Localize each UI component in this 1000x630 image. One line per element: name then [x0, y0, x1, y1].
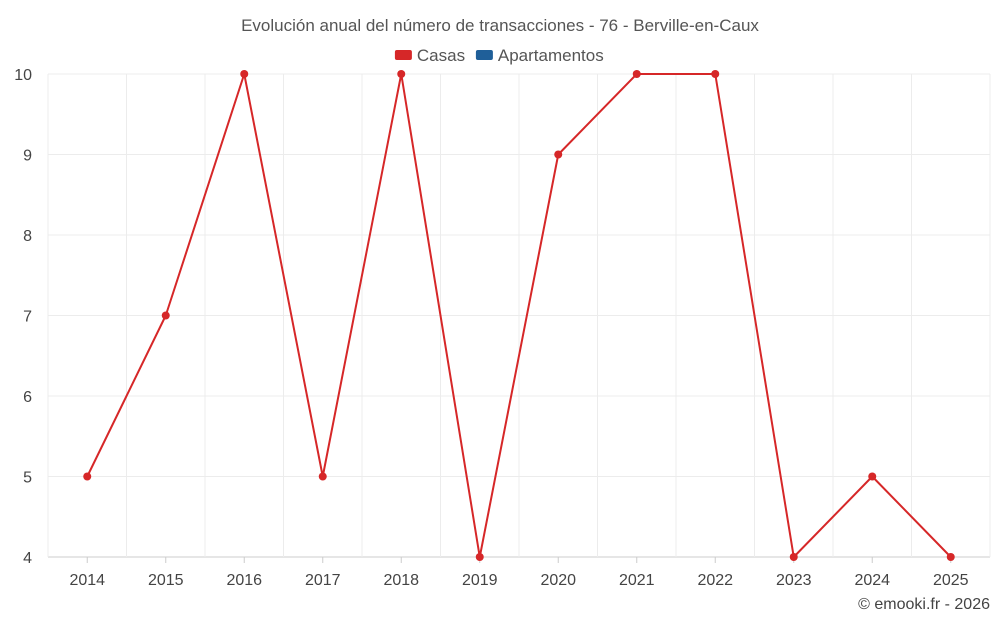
legend-item-apartamentos[interactable]: Apartamentos: [475, 46, 604, 65]
data-point[interactable]: [318, 472, 327, 481]
x-tick-label: 2014: [69, 572, 105, 589]
data-point[interactable]: [161, 311, 170, 320]
legend[interactable]: Casas Apartamentos: [394, 46, 604, 65]
x-tick-label: 2015: [148, 572, 184, 589]
x-tick-label: 2019: [462, 572, 498, 589]
y-tick-label: 4: [23, 550, 32, 567]
data-point[interactable]: [475, 553, 484, 561]
x-tick-label: 2023: [776, 572, 812, 589]
data-point[interactable]: [240, 70, 249, 78]
data-point[interactable]: [711, 70, 720, 78]
legend-item-casas[interactable]: Casas: [394, 46, 465, 65]
y-tick-label: 8: [23, 228, 32, 245]
x-tick-label: 2017: [305, 572, 341, 589]
x-tick-label: 2020: [540, 572, 576, 589]
y-tick-label: 7: [23, 309, 32, 326]
x-tick-label: 2021: [619, 572, 655, 589]
data-point[interactable]: [554, 150, 563, 159]
data-point[interactable]: [83, 472, 92, 481]
x-tick-label: 2022: [697, 572, 733, 589]
data-point[interactable]: [632, 70, 641, 78]
chart-title: Evolución anual del número de transaccio…: [241, 16, 759, 35]
data-point[interactable]: [868, 472, 877, 481]
y-tick-label: 10: [14, 67, 32, 84]
series-line-casas: [86, 73, 952, 558]
grid: [47, 73, 991, 558]
x-tick-label: 2016: [226, 572, 262, 589]
series-group: [83, 70, 955, 561]
legend-swatch: [475, 50, 493, 60]
credit-text: © emooki.fr - 2026: [858, 596, 990, 613]
legend-swatch: [394, 50, 412, 60]
x-tick-label: 2024: [854, 572, 890, 589]
legend-label: Casas: [417, 46, 465, 65]
data-point[interactable]: [397, 70, 406, 78]
data-point[interactable]: [946, 553, 955, 561]
x-axis: 2014 2015 2016 2017 2018 2019 2020 2021 2022 2023…: [69, 557, 969, 589]
y-tick-label: 5: [23, 470, 32, 487]
y-tick-label: 6: [23, 389, 32, 406]
y-tick-label: 9: [23, 148, 32, 165]
y-axis: 4 5 6 7 8 9 10: [14, 67, 32, 567]
x-tick-label: 2018: [383, 572, 419, 589]
data-point[interactable]: [789, 553, 798, 561]
legend-label: Apartamentos: [498, 46, 604, 65]
x-tick-label: 2025: [933, 572, 969, 589]
